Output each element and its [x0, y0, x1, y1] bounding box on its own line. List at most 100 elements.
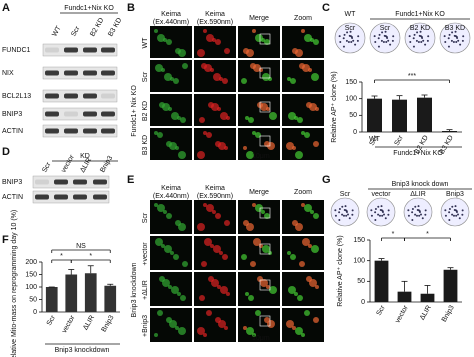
cell [210, 244, 214, 248]
colony [389, 43, 392, 46]
band [93, 194, 107, 200]
colony [351, 213, 354, 216]
bar [417, 97, 432, 132]
row-label: WT [142, 37, 149, 49]
band [54, 194, 68, 200]
bar [420, 293, 435, 302]
cell [288, 112, 296, 120]
colony [385, 41, 388, 44]
y-tick-label: 0 [33, 309, 37, 316]
cell [248, 117, 254, 123]
bar [374, 260, 389, 302]
colony [392, 35, 395, 38]
cell [269, 286, 277, 294]
cell [166, 141, 172, 147]
cell [264, 141, 270, 147]
y-tick-label: 0 [361, 299, 365, 306]
cell [304, 310, 310, 316]
band [54, 179, 68, 185]
cell [206, 34, 214, 42]
cell [306, 276, 312, 282]
colony [384, 30, 387, 33]
cell [173, 254, 179, 260]
x-tick-label: ΔLIR [419, 304, 433, 321]
cell [171, 112, 179, 120]
colony [357, 35, 360, 38]
cell [217, 285, 221, 289]
cell [295, 327, 303, 335]
colony [338, 35, 341, 38]
colony [374, 211, 377, 214]
row-label: BNIP3 [2, 111, 22, 118]
colony [421, 217, 424, 220]
cell [154, 131, 158, 135]
row-label: +Bnip3 [142, 315, 149, 337]
cell [175, 220, 181, 226]
colony [377, 45, 380, 48]
colony [424, 209, 427, 212]
colony [426, 39, 429, 42]
cell [288, 286, 296, 294]
band [45, 47, 59, 53]
cell [257, 276, 263, 282]
cell [180, 295, 186, 301]
cell [157, 132, 163, 138]
colony [383, 34, 386, 37]
column-header: Keima [161, 185, 181, 192]
blot-group: Fundc1+Nix KO [64, 5, 114, 12]
sig-label: NS [76, 243, 86, 250]
panel-letter: B [127, 2, 135, 14]
colony [349, 30, 352, 33]
cell [241, 78, 247, 84]
cell [226, 292, 230, 296]
cell [166, 39, 172, 45]
colony [346, 31, 349, 34]
y-tick-label: 150 [25, 271, 37, 278]
colony [419, 30, 422, 33]
cell [302, 238, 310, 246]
cell [170, 251, 174, 255]
colony [448, 211, 451, 214]
colony [447, 37, 450, 40]
colony [382, 41, 385, 44]
row-label: ACTIN [2, 194, 23, 201]
plate-label: ΔLIR [410, 191, 426, 198]
row-label: +vector [142, 242, 149, 266]
column-header: (Ex.590nm) [197, 19, 233, 26]
cell [208, 102, 214, 108]
band [35, 194, 49, 200]
colony [374, 208, 377, 211]
colony [454, 30, 457, 33]
colony [455, 214, 458, 217]
colony [451, 205, 454, 208]
cell [311, 73, 319, 81]
band [101, 93, 115, 99]
cell [201, 63, 207, 69]
cell [213, 73, 221, 81]
cell [262, 245, 270, 253]
x-group-label: Fundc1+Nix KO [393, 150, 443, 157]
cell [286, 320, 294, 328]
x-tick-label: Bnip3 [441, 304, 456, 323]
cell [313, 317, 319, 323]
colony [345, 39, 348, 42]
colony [456, 213, 459, 216]
x-group-label: Bnip3 knockdown [55, 347, 110, 354]
colony [412, 37, 415, 40]
cell [264, 317, 270, 323]
cell [292, 220, 298, 226]
colony [459, 43, 462, 46]
plate [330, 197, 360, 227]
cell [248, 295, 254, 301]
cell [208, 276, 214, 282]
cell [177, 292, 181, 296]
row-label: B3 KD [142, 135, 149, 155]
x-group-label: WT [369, 136, 381, 143]
cell [290, 254, 296, 260]
colony [381, 214, 384, 217]
bar [442, 131, 457, 132]
cell [245, 116, 249, 120]
band [83, 128, 97, 134]
error-bar [87, 265, 94, 274]
colony [424, 213, 427, 216]
